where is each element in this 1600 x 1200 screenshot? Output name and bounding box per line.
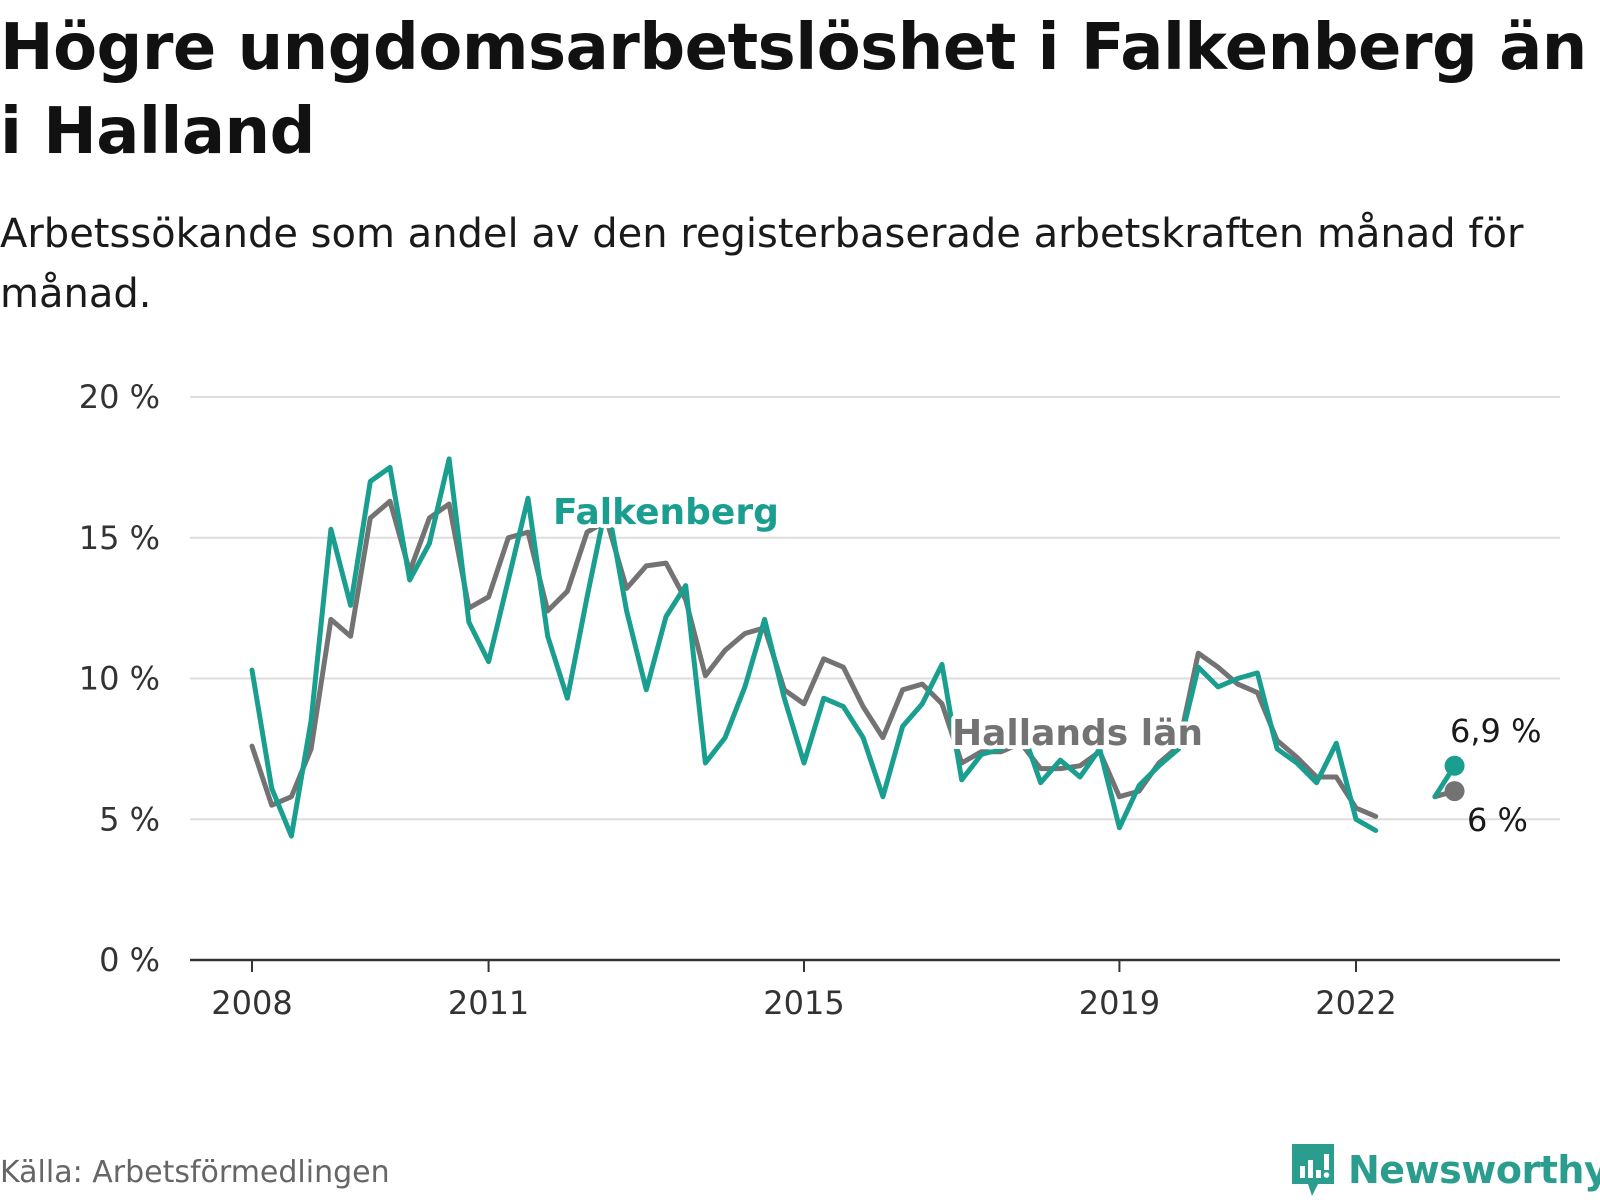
x-tick-label: 2011 (448, 984, 529, 1022)
series-labels: Falkenberg Hallands län 6,9 % 6 % (549, 488, 1541, 839)
end-value-label-hallands-lan: 6 % (1467, 801, 1528, 839)
y-tick-label: 20 % (79, 378, 160, 416)
end-point-falkenberg (1444, 755, 1465, 776)
x-tick-label: 2008 (211, 984, 292, 1022)
series-label-falkenberg: Falkenberg (553, 492, 779, 533)
y-tick-label: 10 % (79, 660, 160, 698)
series-label-hallands-lan: Hallands län (952, 713, 1203, 754)
y-tick-label: 5 % (99, 800, 160, 838)
y-tick-label: 15 % (79, 519, 160, 557)
y-axis: 0 % 5 % 10 % 15 % 20 % (79, 378, 160, 979)
brand-logo[interactable]: Newsworthy (1288, 1140, 1600, 1200)
series-line-hallands-lan (249, 498, 1458, 819)
x-tick-label: 2019 (1079, 984, 1160, 1022)
end-value-label-falkenberg: 6,9 % (1450, 712, 1541, 750)
newsworthy-logo-icon (1292, 1144, 1334, 1196)
x-axis: 2008 2011 2015 2019 2022 (190, 958, 1560, 1022)
y-tick-label: 0 % (99, 941, 160, 979)
chart-title: Högre ungdomsarbetslöshet i Falkenberg ä… (0, 11, 1587, 169)
end-point-hallands-lan (1444, 781, 1465, 802)
brand-name: Newsworthy (1348, 1148, 1600, 1192)
line-chart: 0 %5 %10 %15 %20 % 2008 2011 2015 2019 2022 … (79, 378, 1560, 1022)
x-tick-label: 2015 (763, 984, 844, 1022)
source-credit: Källa: Arbetsförmedlingen (0, 1155, 390, 1190)
x-tick-label: 2022 (1315, 984, 1396, 1022)
grid-lines (190, 396, 1560, 821)
chart-subtitle: Arbetssökande som andel av den registerb… (0, 211, 1524, 317)
series-lines (249, 456, 1465, 839)
